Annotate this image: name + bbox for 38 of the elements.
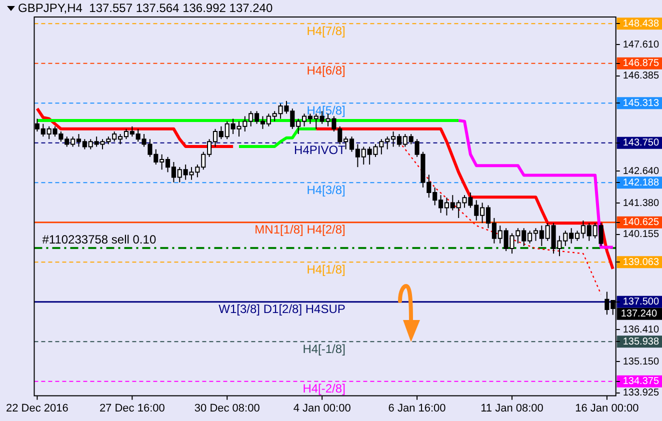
chart-title: GBPJPY,H4 137.557 137.564 136.992 137.240 [18, 1, 273, 15]
y-tick-label: 137.500 [622, 296, 660, 308]
y-tick-label: 146.385 [622, 70, 660, 82]
x-tick-label: 16 Jan 00:00 [575, 402, 639, 414]
x-tick-label: 22 Dec 2016 [6, 402, 68, 414]
y-tick-label: 142.640 [622, 166, 660, 177]
ref-line-label: H4[7/8] [306, 24, 346, 38]
x-tick-label: 27 Dec 16:00 [99, 402, 165, 414]
ref-line-label: H4[3/8] [306, 182, 346, 197]
y-tick-label: 147.610 [622, 39, 660, 50]
ref-line-label: H4[-2/8] [302, 382, 346, 396]
ref-line-label: H4[1/8] [306, 262, 346, 276]
y-tick-label: 140.155 [622, 229, 660, 240]
y-tick-label: 141.380 [622, 198, 660, 209]
y-tick-label: 145.313 [622, 98, 660, 109]
y-tick-label: 139.063 [622, 256, 660, 268]
x-tick-label: 30 Dec 08:00 [194, 402, 260, 414]
ref-line-label: H4[5/8] [306, 103, 346, 118]
ref-line-label: #110233758 sell 0.10 [42, 232, 156, 246]
x-tick-label: 4 Jan 00:00 [293, 402, 351, 414]
x-tick-label: 6 Jan 16:00 [388, 402, 446, 414]
y-tick-label: 133.925 [622, 388, 660, 399]
ref-line-label: W1[3/8] D1[2/8] H4SUP [218, 302, 346, 316]
x-tick-label: 11 Jan 08:00 [480, 402, 544, 414]
y-tick-label: 142.188 [622, 177, 660, 188]
ref-line-label: H4[6/8] [306, 64, 346, 78]
y-tick-label: 135.938 [622, 336, 660, 348]
y-tick-label: 140.625 [622, 217, 660, 228]
y-tick-label: 143.750 [622, 138, 660, 149]
y-tick-label: 134.375 [622, 376, 660, 388]
y-tick-label: 136.410 [622, 324, 660, 336]
ref-line-label: H4PIVOT [294, 143, 346, 158]
ref-line-label: MN1[1/8] H4[2/8] [254, 222, 346, 237]
y-tick-label: 135.150 [622, 356, 660, 368]
text: 137.240 [620, 308, 658, 320]
y-tick-label: 148.438 [622, 18, 660, 30]
y-tick-label: 146.875 [622, 58, 660, 70]
ref-line-label: H4[-1/8] [302, 342, 346, 356]
